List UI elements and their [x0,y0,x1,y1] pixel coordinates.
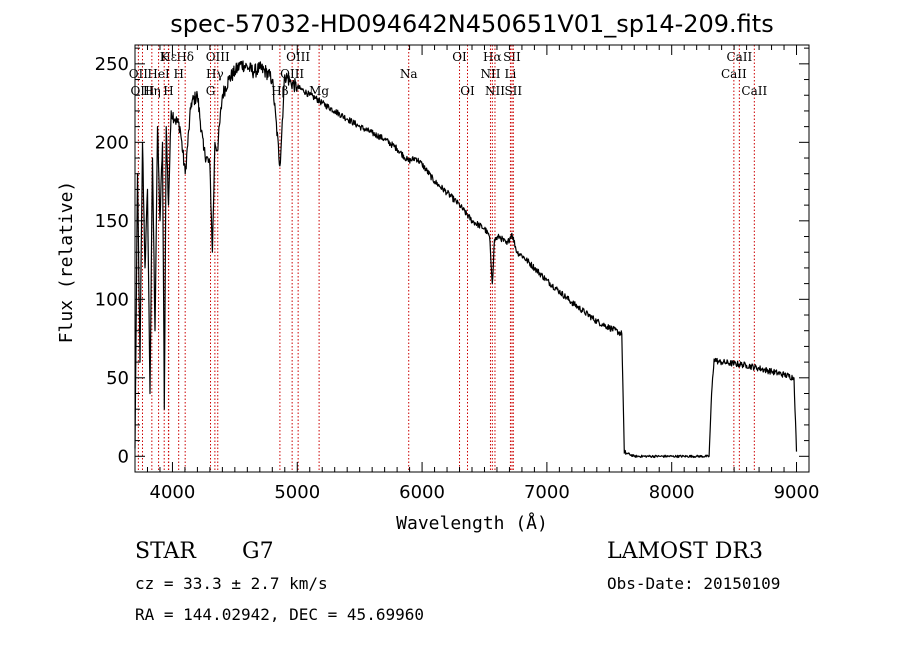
axis-ticks [134,45,810,472]
line-label-21: NII [480,67,500,81]
coordinates: RA = 144.02942, DEC = 45.69960 [135,605,424,624]
line-label-24: SII [504,84,522,98]
x-axis-label: Wavelength (Å) [396,512,548,534]
object-class: STAR [135,539,197,564]
redshift-velocity: cz = 33.3 ± 2.7 km/s [135,574,328,593]
line-label-5: Hη [143,84,161,98]
y-tick-label: 50 [106,368,129,389]
line-label-4: HeI [147,67,170,81]
line-label-16: Na [400,67,418,81]
line-label-22: Li [505,67,517,81]
chart-title: spec-57032-HD094642N450651V01_sp14-209.f… [170,10,773,38]
x-tick-label: 6000 [399,482,445,503]
y-tick-label: 150 [95,211,129,232]
line-label-19: Hα [483,50,502,64]
line-label-10: Hγ [206,67,224,81]
y-tick-label: 100 [95,289,129,310]
line-label-26: CaII [721,67,747,81]
x-tick-label: 7000 [524,482,570,503]
line-label-2: OIII [130,84,154,98]
x-tick-label: 9000 [774,482,820,503]
line-label-1: OII [129,67,149,81]
line-label-17: OI [452,50,467,64]
line-label-12: OIII [286,50,310,64]
x-tick-label: 8000 [649,482,695,503]
line-label-11: G [206,84,216,98]
x-tick-label: 5000 [274,482,320,503]
spectrum-series-line [134,60,798,459]
line-label-18: OI [460,84,475,98]
y-tick-label: 200 [95,132,129,153]
line-label-15: Mg [309,84,329,98]
line-label-27: CaII [741,84,767,98]
line-label-23: NII [485,84,505,98]
line-label-20: SII [503,50,521,64]
line-label-3: K [160,50,170,64]
survey-name: LAMOST DR3 [607,539,763,564]
y-axis-label: Flux (relative) [56,181,77,344]
line-label-8: H [163,84,173,98]
line-label-25: CaII [726,50,752,64]
y-tick-label: 250 [95,54,129,75]
x-tick-label: 4000 [150,482,196,503]
object-subclass: G7 [242,539,274,564]
axis-tick-labels: 4000 5000 6000 7000 8000 9000 0 50 100 150 200 250 [95,54,820,503]
line-label-7: H [173,67,183,81]
observation-date: Obs-Date: 20150109 [607,574,780,593]
plot-frame [134,44,810,473]
y-tick-label: 0 [118,446,129,467]
line-label-6: Hδ [176,50,194,64]
line-label-9: OIII [206,50,230,64]
